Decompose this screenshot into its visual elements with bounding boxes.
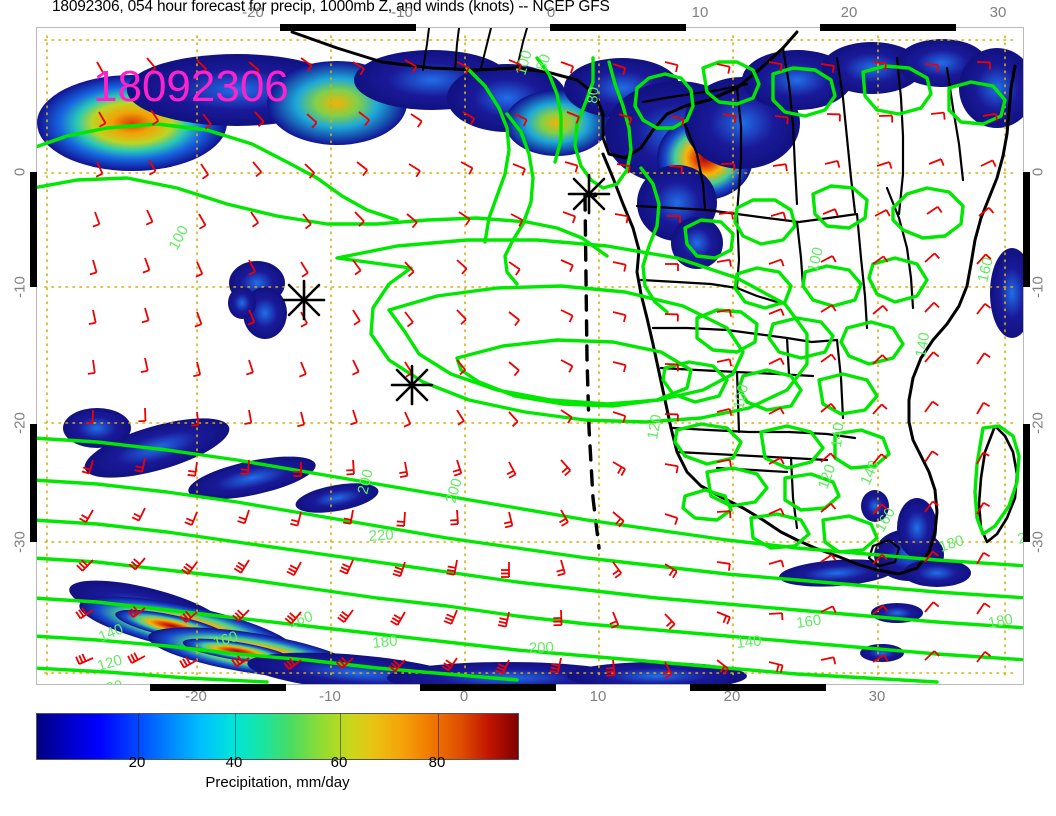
tick-label-right: -20 (1029, 412, 1047, 434)
svg-text:160: 160 (795, 612, 822, 632)
map-canvas: 100 100 80 200 220 200 160 180 200 140 1… (37, 28, 1023, 684)
axis-tick-bar-right (1023, 172, 1030, 287)
tick-label-bottom: -10 (319, 688, 341, 705)
colorbar-tick-label: 60 (330, 754, 348, 771)
tick-label-left: -20 (11, 412, 29, 434)
tick-label-left: -10 (11, 276, 29, 298)
axis-tick-bar-bottom (690, 684, 826, 691)
colorbar-title: Precipitation, mm/day (205, 774, 350, 791)
svg-text:220: 220 (368, 526, 394, 545)
axis-tick-bar-top (550, 24, 686, 31)
axis-tick-bar-right (1023, 424, 1030, 542)
axis-tick-bar-left (30, 424, 37, 542)
svg-text:200: 200 (443, 476, 466, 505)
svg-text:160: 160 (286, 608, 315, 632)
tick-label-left: -30 (11, 531, 29, 553)
svg-text:160: 160 (974, 256, 997, 284)
svg-text:200: 200 (1016, 525, 1023, 548)
svg-text:180: 180 (372, 632, 399, 652)
axis-tick-bar-left (30, 172, 37, 287)
axis-tick-bar-bottom (420, 684, 556, 691)
axis-tick-bar-bottom (150, 684, 286, 691)
svg-text:140: 140 (912, 331, 933, 359)
tick-label-left: 0 (11, 167, 29, 177)
tick-label-bottom: 0 (459, 688, 469, 705)
station-markers (282, 173, 611, 406)
svg-text:200: 200 (529, 639, 555, 657)
tick-label-top: 10 (691, 4, 709, 21)
station-marker-ascension (390, 364, 434, 406)
svg-text:100: 100 (804, 246, 827, 274)
tick-label-right: -10 (1029, 276, 1047, 298)
coastlines (290, 28, 1019, 576)
contour-labels: 100 100 80 200 220 200 160 180 200 140 1… (95, 48, 1023, 684)
tick-label-top: 0 (546, 4, 556, 21)
svg-text:120: 120 (644, 413, 665, 441)
tick-label-right: -30 (1029, 531, 1047, 553)
tick-label-top: -20 (242, 4, 264, 21)
colorbar-tick (235, 714, 236, 761)
svg-text:160: 160 (211, 628, 240, 652)
tick-label-top: -10 (391, 4, 413, 21)
axis-tick-bar-top (280, 24, 416, 31)
tick-label-top: 30 (989, 4, 1007, 21)
map-panel: 100 100 80 200 220 200 160 180 200 140 1… (36, 27, 1024, 685)
tick-label-bottom: 20 (723, 688, 741, 705)
colorbar-tick (138, 714, 139, 761)
tick-label-right: 0 (1029, 167, 1047, 177)
station-marker-st-helena (282, 279, 326, 321)
colorbar-gradient (36, 713, 519, 761)
svg-text:80: 80 (176, 681, 194, 684)
svg-text:140: 140 (736, 632, 763, 652)
colorbar-tick-label: 40 (225, 754, 243, 771)
colorbar (36, 713, 519, 761)
svg-text:80: 80 (584, 86, 603, 104)
colorbar-tick-label: 20 (128, 754, 146, 771)
tick-label-bottom: 30 (868, 688, 886, 705)
axis-tick-bar-top (820, 24, 956, 31)
svg-text:120: 120 (95, 652, 124, 675)
svg-text:200: 200 (354, 468, 377, 496)
svg-text:100: 100 (96, 677, 124, 684)
tick-label-bottom: 10 (589, 688, 607, 705)
svg-text:140: 140 (828, 422, 848, 449)
tick-label-bottom: -20 (185, 688, 207, 705)
svg-text:100: 100 (730, 383, 752, 411)
svg-text:180: 180 (937, 532, 966, 556)
svg-text:180: 180 (987, 611, 1015, 632)
colorbar-tick (340, 714, 341, 761)
page-title: 18092306, 054 hour forecast for precip, … (52, 0, 610, 15)
tick-label-top: 20 (840, 4, 858, 21)
station-marker-sao-tome (567, 173, 611, 215)
run-timestamp-stamp: 18092306 (93, 62, 289, 111)
map-graphics: 100 100 80 200 220 200 160 180 200 140 1… (37, 28, 1023, 684)
colorbar-tick (438, 714, 439, 761)
height-contours (37, 56, 1023, 684)
colorbar-tick-label: 80 (428, 754, 446, 771)
svg-text:80: 80 (533, 52, 555, 73)
